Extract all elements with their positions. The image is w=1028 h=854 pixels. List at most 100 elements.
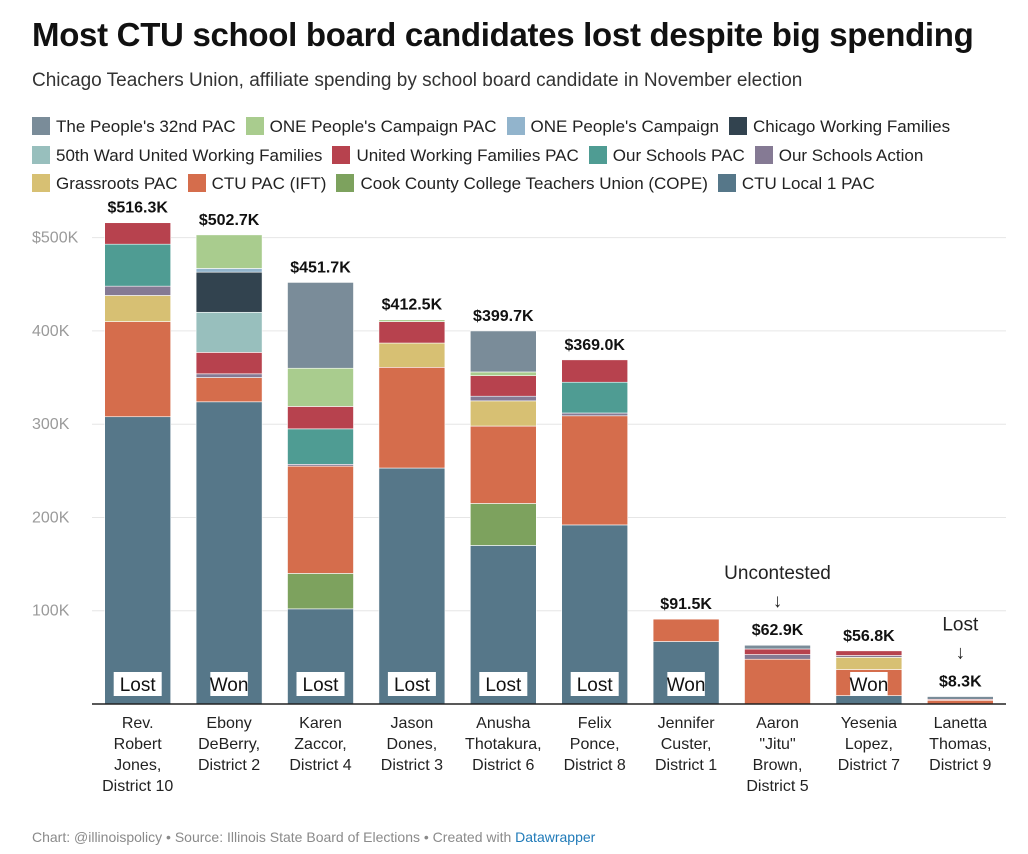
bar-segment-grassroots-pac xyxy=(469,400,537,427)
legend-swatch xyxy=(588,145,607,164)
legend-label: Chicago Working Families xyxy=(752,117,951,136)
x-category-label: Rev. xyxy=(122,715,154,732)
legend: The People's 32nd PAC ONE People's Campai… xyxy=(32,113,1022,199)
bar-total-label: $451.7K xyxy=(290,259,351,276)
x-category-label: "Jitu" xyxy=(759,736,795,753)
legend-label: United Working Families PAC xyxy=(356,145,579,165)
bar-total-label: $62.9K xyxy=(752,622,804,639)
result-label: Lost xyxy=(577,675,614,696)
bar-segment-one-people-s-campaign-pac xyxy=(378,319,446,322)
legend-label: ONE People's Campaign xyxy=(530,117,719,136)
legend-swatch xyxy=(32,117,50,135)
bar-total-label: $412.5K xyxy=(382,297,443,314)
legend-item-ctu-local-1-pac: CTU Local 1 PAC xyxy=(717,174,875,193)
legend-label: ONE People's Campaign PAC xyxy=(269,117,497,136)
result-label: Won xyxy=(850,675,889,696)
x-category-label: District 8 xyxy=(564,757,626,774)
y-tick-label: 300K xyxy=(32,416,70,433)
footer-separator: • xyxy=(423,829,429,845)
x-category-label: DeBerry, xyxy=(198,736,260,753)
result-label-background xyxy=(570,672,619,696)
bar-total-label: $56.8K xyxy=(843,628,895,645)
result-label: Lost xyxy=(394,675,431,696)
x-category-label: Ebony xyxy=(206,715,251,732)
legend-swatch xyxy=(32,174,50,192)
x-category-label: Felix xyxy=(578,715,612,732)
bar-total-label: $516.3K xyxy=(107,200,168,217)
result-label-background xyxy=(387,672,436,696)
x-category-label: Jason xyxy=(391,715,434,732)
bar-total-label: $502.7K xyxy=(199,212,260,229)
x-category-label: District 10 xyxy=(102,778,173,795)
bar-segment-ctu-local-1-pac xyxy=(104,416,171,705)
bar-segment-united-working-families-pac xyxy=(195,352,263,375)
legend-label: Cook County College Teachers Union (COPE… xyxy=(360,174,708,193)
legend-item-one-people-s-campaign-pac: ONE People's Campaign PAC xyxy=(245,117,497,136)
x-category-label: Dones, xyxy=(387,736,438,753)
bar-segment-our-schools-action xyxy=(561,412,629,417)
annotation-arrow: ↓ xyxy=(956,643,966,664)
bar-segment-the-people-s-32nd-pac xyxy=(287,282,354,369)
legend-item-the-people-s-32nd-pac: The People's 32nd PAC xyxy=(32,117,236,136)
bar-segment-one-people-s-campaign xyxy=(195,268,263,273)
bar-segment-the-people-s-32nd-pac xyxy=(926,696,994,700)
result-label-background xyxy=(210,672,248,696)
legend-item-50th-ward-united-working-families: 50th Ward United Working Families xyxy=(32,145,323,165)
legend-swatch xyxy=(717,174,736,192)
datawrapper-link[interactable]: Datawrapper xyxy=(515,829,596,845)
bar-segment-united-working-families-pac xyxy=(835,650,903,656)
x-category-label: District 7 xyxy=(838,757,900,774)
legend-item-cook-county-college-teachers-union-cope: Cook County College Teachers Union (COPE… xyxy=(336,174,708,193)
x-category-label: Karen xyxy=(299,715,342,732)
bar-segment-the-people-s-32nd-pac xyxy=(744,644,811,650)
chart-footer: Chart: @illinoispolicy • Source: Illinoi… xyxy=(32,829,595,845)
legend-label: Our Schools PAC xyxy=(612,145,745,165)
bar-total-label: $91.5K xyxy=(660,596,712,613)
bar-segment-our-schools-pac xyxy=(561,381,629,414)
legend-swatch xyxy=(336,174,355,192)
annotation-arrow: ↓ xyxy=(773,591,783,612)
legend-label: 50th Ward United Working Families xyxy=(56,145,323,165)
bar-segment-ctu-pac-ift xyxy=(652,618,720,642)
x-category-label: Brown, xyxy=(753,757,803,774)
bar-segment-ctu-pac-ift xyxy=(104,321,171,418)
x-category-label: Lopez, xyxy=(845,736,893,753)
bar-segment-cook-county-college-teachers-union-cope xyxy=(469,503,537,546)
bar-segment-grassroots-pac xyxy=(378,342,446,368)
footer-source: Source: Illinois State Board of Election… xyxy=(174,829,420,845)
legend-label: CTU PAC (IFT) xyxy=(211,174,327,193)
bar-segment-one-people-s-campaign-pac xyxy=(287,367,354,407)
y-tick-label: $500K xyxy=(32,230,79,247)
annotation-text: Uncontested xyxy=(724,563,831,584)
bar-segment-our-schools-action xyxy=(469,395,537,402)
legend-label: Grassroots PAC xyxy=(56,174,178,193)
legend-swatch xyxy=(728,117,747,135)
result-label-background xyxy=(667,672,705,696)
legend-item-united-working-families-pac: United Working Families PAC xyxy=(332,145,579,165)
result-label-background xyxy=(296,672,345,696)
x-category-label: Zaccor, xyxy=(294,736,346,753)
x-category-label: Custer, xyxy=(661,736,712,753)
bar-segment-united-working-families-pac xyxy=(378,321,446,344)
x-category-label: Thotakura, xyxy=(465,736,541,753)
x-category-label: District 5 xyxy=(746,778,808,795)
legend-swatch xyxy=(506,117,525,135)
bar-total-label: $369.0K xyxy=(564,337,625,354)
result-label: Won xyxy=(667,675,706,696)
x-category-label: District 3 xyxy=(381,757,443,774)
result-label: Lost xyxy=(120,675,157,696)
bar-segment-our-schools-action xyxy=(744,654,811,660)
x-category-label: Jones, xyxy=(114,757,161,774)
result-label: Lost xyxy=(303,675,340,696)
bar-segment-united-working-families-pac xyxy=(744,648,811,655)
bar-segment-ctu-local-1-pac xyxy=(195,401,263,705)
bar-segment-ctu-pac-ift xyxy=(378,366,446,469)
bar-segment-ctu-pac-ift xyxy=(195,377,263,403)
legend-item-our-schools-pac: Our Schools PAC xyxy=(588,145,745,165)
bar-segment-united-working-families-pac xyxy=(287,406,354,430)
legend-item-one-people-s-campaign: ONE People's Campaign xyxy=(506,117,719,136)
result-label-background xyxy=(113,672,162,696)
legend-swatch xyxy=(754,145,773,164)
y-tick-label: 200K xyxy=(32,509,70,526)
